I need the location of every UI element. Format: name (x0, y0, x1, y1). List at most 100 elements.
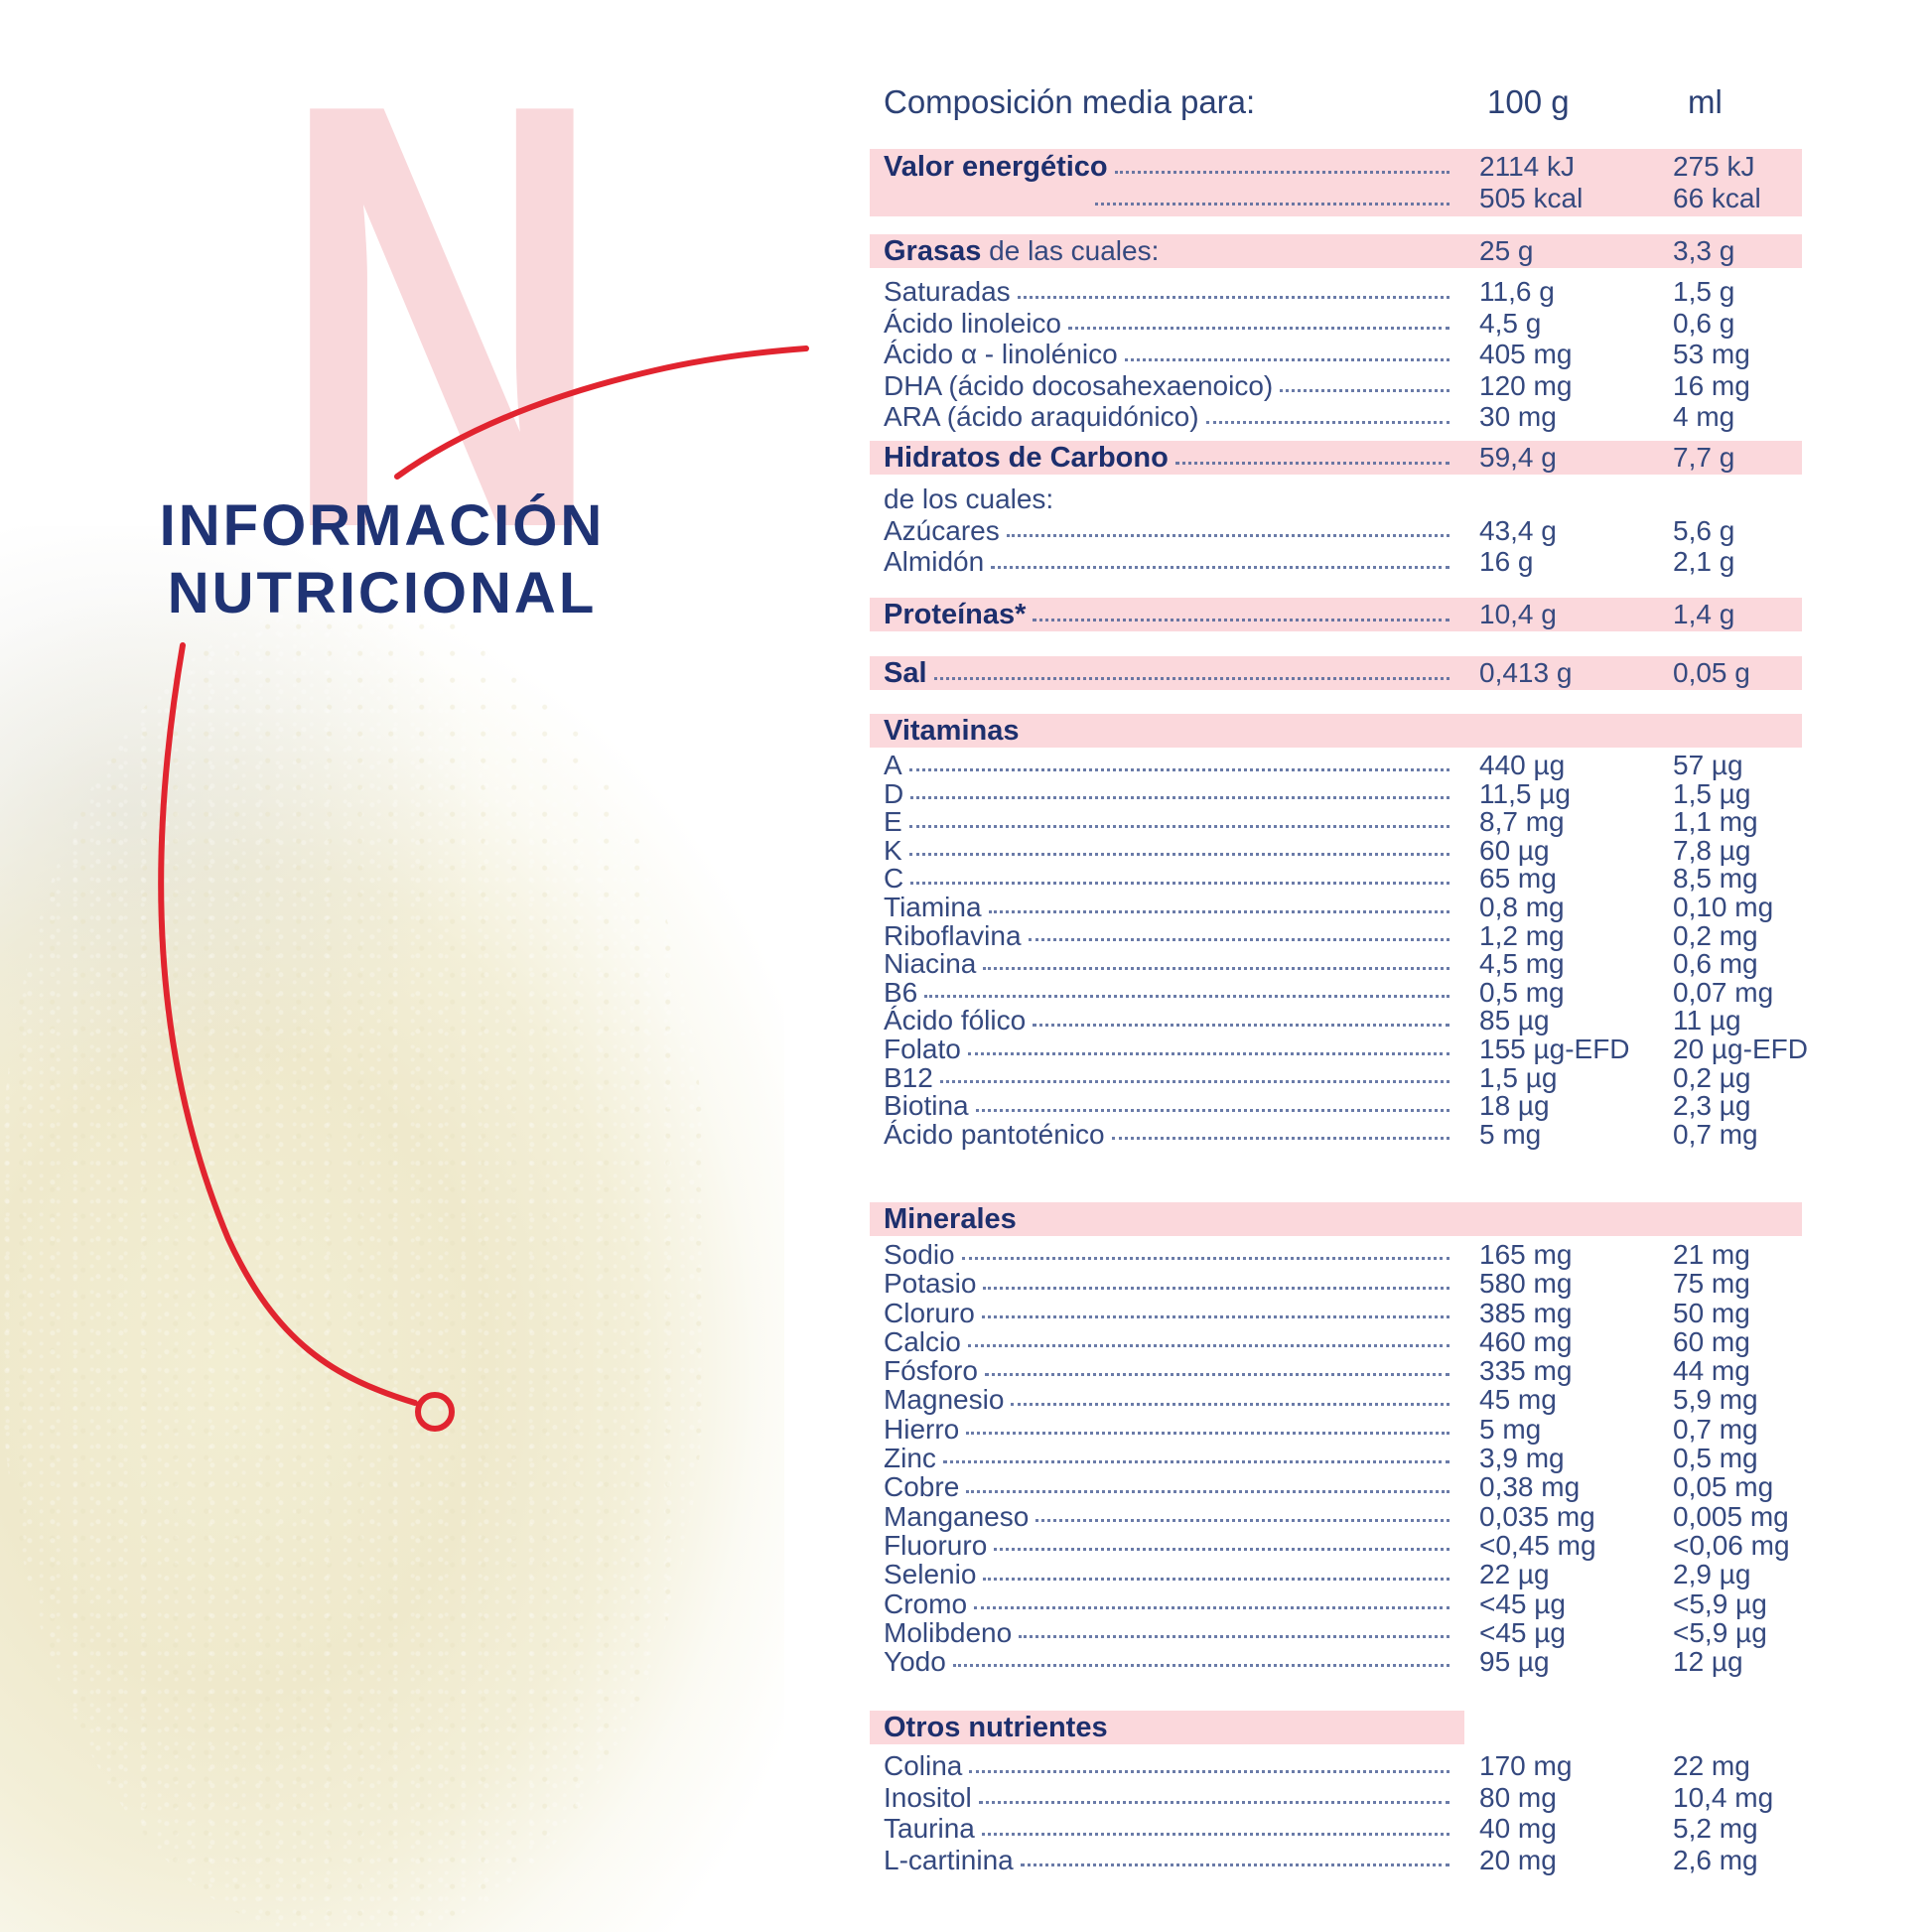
value-100g: 0,035 mg (1479, 1500, 1595, 1532)
value-ml: <5,9 µg (1673, 1587, 1767, 1619)
table-row: 505 kcal 66 kcal (870, 183, 1802, 214)
value-100g: 405 mg (1479, 339, 1573, 369)
row-label: Selenio (884, 1559, 977, 1590)
value-100g: 1,2 mg (1479, 919, 1565, 951)
value-ml: 21 mg (1673, 1239, 1750, 1270)
dotted-leader (952, 1664, 1449, 1668)
dotted-leader (1114, 171, 1449, 174)
table-row: E 8,7 mg 1,1 mg (870, 808, 1802, 837)
dotted-leader (1033, 1023, 1449, 1027)
page-title: INFORMACIÓN NUTRICIONAL (129, 492, 635, 627)
value-100g: 11,5 µg (1479, 777, 1571, 809)
callout-curve-top (394, 345, 809, 480)
value-100g: 5 mg (1479, 1118, 1542, 1150)
table-header-col-ml: ml (1688, 83, 1723, 120)
value-ml: 57 µg (1673, 750, 1743, 780)
value-100g: 170 mg (1479, 1750, 1573, 1781)
section-header-bar: Vitaminas (870, 714, 1802, 748)
table-row: Taurina 40 mg 5,2 mg (870, 1813, 1802, 1845)
value-100g: 65 mg (1479, 863, 1557, 895)
row-label: Minerales (884, 1203, 1017, 1235)
table-row: K 60 µg 7,8 µg (870, 834, 1802, 866)
value-100g: 120 mg (1479, 369, 1573, 401)
dotted-leader (1028, 938, 1449, 942)
table-row: Proteínas* 10,4 g 1,4 g (870, 599, 1802, 630)
value-ml: 20 µg-EFD (1673, 1033, 1808, 1064)
dotted-leader (978, 1801, 1449, 1804)
row-label: Colina (884, 1750, 963, 1781)
value-ml: 7,7 g (1673, 442, 1735, 473)
dotted-leader (933, 677, 1449, 680)
value-100g: 45 mg (1479, 1384, 1557, 1416)
section-header-bar: Valor energético 2114 kJ 275 kJ 505 kcal 66 … (870, 149, 1802, 216)
table-row: C 65 mg 8,5 mg (870, 865, 1802, 894)
dotted-leader (1095, 203, 1449, 206)
row-label: E (884, 806, 902, 838)
section-header-bar: Grasas de las cuales: 25 g 3,3 g (870, 234, 1802, 268)
value-100g: 60 µg (1479, 834, 1550, 866)
dotted-leader (1205, 420, 1449, 424)
section-rows: de los cuales: Azúcares 43,4 g 5,6 g Almidón… (870, 483, 1802, 578)
dotted-leader (961, 1257, 1449, 1261)
dotted-leader (983, 1286, 1449, 1290)
value-ml: 10,4 mg (1673, 1781, 1774, 1813)
value-100g: 95 µg (1479, 1646, 1550, 1678)
value-100g: 165 mg (1479, 1239, 1573, 1270)
dotted-leader (981, 1314, 1449, 1318)
dotted-leader (1035, 1518, 1449, 1522)
value-ml: 0,7 mg (1673, 1413, 1758, 1445)
dotted-leader (983, 1577, 1449, 1581)
value-100g: 0,38 mg (1479, 1471, 1581, 1503)
dotted-leader (908, 853, 1449, 857)
dotted-leader (994, 1548, 1449, 1552)
value-ml: 0,5 mg (1673, 1443, 1758, 1474)
value-ml: 0,005 mg (1673, 1500, 1789, 1532)
dotted-leader (908, 824, 1449, 828)
value-100g: 43,4 g (1479, 514, 1557, 546)
table-row: Valor energético 2114 kJ 275 kJ (870, 151, 1802, 183)
value-ml: 3,3 g (1673, 235, 1735, 266)
value-100g: 80 mg (1479, 1781, 1557, 1813)
value-ml: <0,06 mg (1673, 1529, 1790, 1561)
row-label: C (884, 863, 904, 895)
row-label: Ácido pantoténico (884, 1118, 1105, 1150)
value-ml: 16 mg (1673, 369, 1750, 401)
dotted-leader (1017, 295, 1449, 299)
value-100g: 155 µg-EFD (1479, 1033, 1630, 1064)
milk-powder-photo (0, 526, 784, 1932)
value-ml: 5,9 mg (1673, 1384, 1758, 1416)
dotted-leader (910, 881, 1449, 885)
dotted-leader (942, 1460, 1449, 1464)
section-header-bar: Sal 0,413 g 0,05 g (870, 656, 1802, 690)
dotted-leader (1111, 1137, 1449, 1141)
row-label: DHA (ácido docosahexaenoico) (884, 369, 1274, 401)
table-row: D 11,5 µg 1,5 µg (870, 777, 1802, 809)
row-label: L-cartinina (884, 1844, 1014, 1875)
table-header-col-100g: 100 g (1487, 83, 1570, 120)
table-row: Niacina 4,5 mg 0,6 mg (870, 950, 1802, 979)
dotted-leader (975, 1108, 1449, 1112)
value-100g: 4,5 mg (1479, 948, 1565, 980)
value-100g: 5 mg (1479, 1413, 1542, 1445)
dotted-leader (1033, 619, 1449, 621)
table-header: Composición media para: 100 g ml (870, 83, 1802, 121)
dotted-leader (1124, 357, 1449, 361)
dotted-leader (1280, 389, 1449, 392)
dotted-leader (908, 767, 1449, 771)
dotted-leader (966, 1489, 1449, 1493)
value-ml: 2,6 mg (1673, 1844, 1758, 1875)
value-ml: 1,4 g (1673, 599, 1735, 629)
dotted-leader (969, 1769, 1449, 1773)
row-label: Cobre (884, 1471, 960, 1503)
section-rows: Colina 170 mg 22 mg Inositol 80 mg 10,4 mg Tau… (870, 1750, 1802, 1875)
table-row: A 440 µg 57 µg (870, 750, 1802, 780)
table-row: Fluoruro <0,45 mg <0,06 mg (870, 1529, 1802, 1561)
value-ml: 4 mg (1673, 401, 1735, 432)
dotted-leader (967, 1051, 1449, 1055)
table-row: Minerales (870, 1203, 1802, 1235)
row-label: Ácido linoleico (884, 307, 1061, 339)
value-100g: <45 µg (1479, 1587, 1566, 1619)
callout-circle (415, 1392, 455, 1432)
row-label: B6 (884, 976, 918, 1008)
